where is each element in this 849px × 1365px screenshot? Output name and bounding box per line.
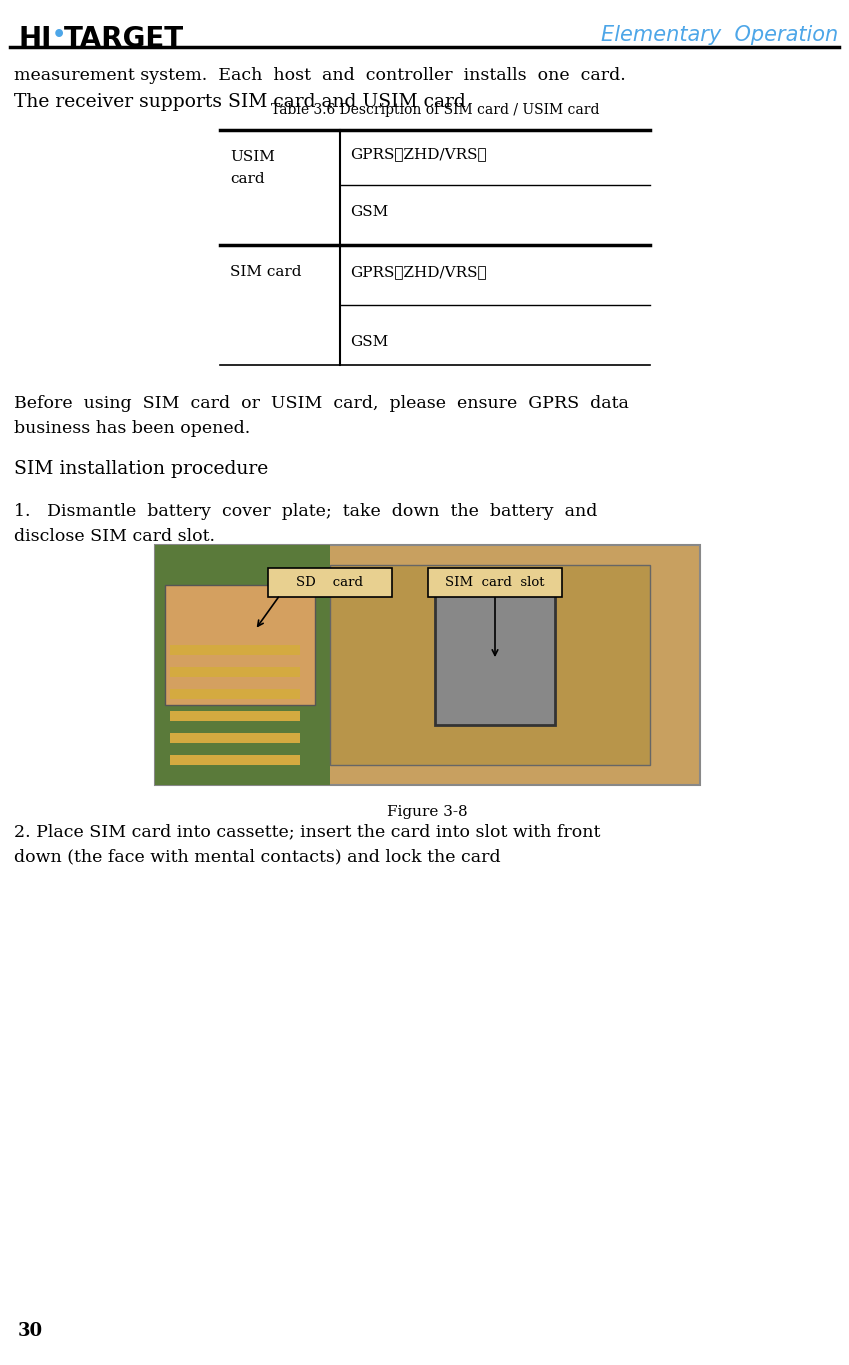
- FancyBboxPatch shape: [268, 568, 392, 597]
- Text: HI: HI: [18, 25, 52, 53]
- Text: Figure 3-8: Figure 3-8: [387, 805, 468, 819]
- FancyBboxPatch shape: [155, 545, 330, 785]
- Text: •: •: [52, 25, 66, 45]
- Text: GSM: GSM: [350, 334, 388, 349]
- Text: GPRS（ZHD/VRS）: GPRS（ZHD/VRS）: [350, 265, 486, 278]
- Text: Table 3.6 Description of SIM card / USIM card: Table 3.6 Description of SIM card / USIM…: [271, 102, 599, 117]
- FancyBboxPatch shape: [155, 545, 700, 785]
- Text: Elementary  Operation: Elementary Operation: [601, 25, 838, 45]
- FancyBboxPatch shape: [170, 689, 300, 699]
- FancyBboxPatch shape: [165, 586, 315, 704]
- Text: Before  using  SIM  card  or  USIM  card,  please  ensure  GPRS  data: Before using SIM card or USIM card, plea…: [14, 394, 629, 412]
- Text: USIM: USIM: [230, 150, 275, 164]
- Text: SIM  card  slot: SIM card slot: [445, 576, 545, 590]
- Text: SIM installation procedure: SIM installation procedure: [14, 460, 268, 478]
- Text: The receiver supports SIM card and USIM card: The receiver supports SIM card and USIM …: [14, 93, 466, 111]
- Text: SIM card: SIM card: [230, 265, 301, 278]
- Text: 2. Place SIM card into cassette; insert the card into slot with front: 2. Place SIM card into cassette; insert …: [14, 823, 600, 839]
- Text: card: card: [230, 172, 265, 186]
- FancyBboxPatch shape: [435, 595, 555, 725]
- Text: SD    card: SD card: [296, 576, 363, 590]
- FancyBboxPatch shape: [330, 565, 650, 764]
- Text: 30: 30: [18, 1321, 43, 1340]
- Text: measurement system.  Each  host  and  controller  installs  one  card.: measurement system. Each host and contro…: [14, 67, 626, 85]
- FancyBboxPatch shape: [170, 646, 300, 655]
- Text: GPRS（ZHD/VRS）: GPRS（ZHD/VRS）: [350, 147, 486, 161]
- FancyBboxPatch shape: [428, 568, 562, 597]
- FancyBboxPatch shape: [170, 711, 300, 721]
- Text: disclose SIM card slot.: disclose SIM card slot.: [14, 528, 215, 545]
- FancyBboxPatch shape: [170, 667, 300, 677]
- FancyBboxPatch shape: [170, 733, 300, 743]
- Text: down (the face with mental contacts) and lock the card: down (the face with mental contacts) and…: [14, 848, 501, 865]
- FancyBboxPatch shape: [170, 755, 300, 764]
- Text: TARGET: TARGET: [64, 25, 184, 53]
- Text: GSM: GSM: [350, 205, 388, 218]
- Text: 1.   Dismantle  battery  cover  plate;  take  down  the  battery  and: 1. Dismantle battery cover plate; take d…: [14, 502, 598, 520]
- Text: business has been opened.: business has been opened.: [14, 420, 250, 437]
